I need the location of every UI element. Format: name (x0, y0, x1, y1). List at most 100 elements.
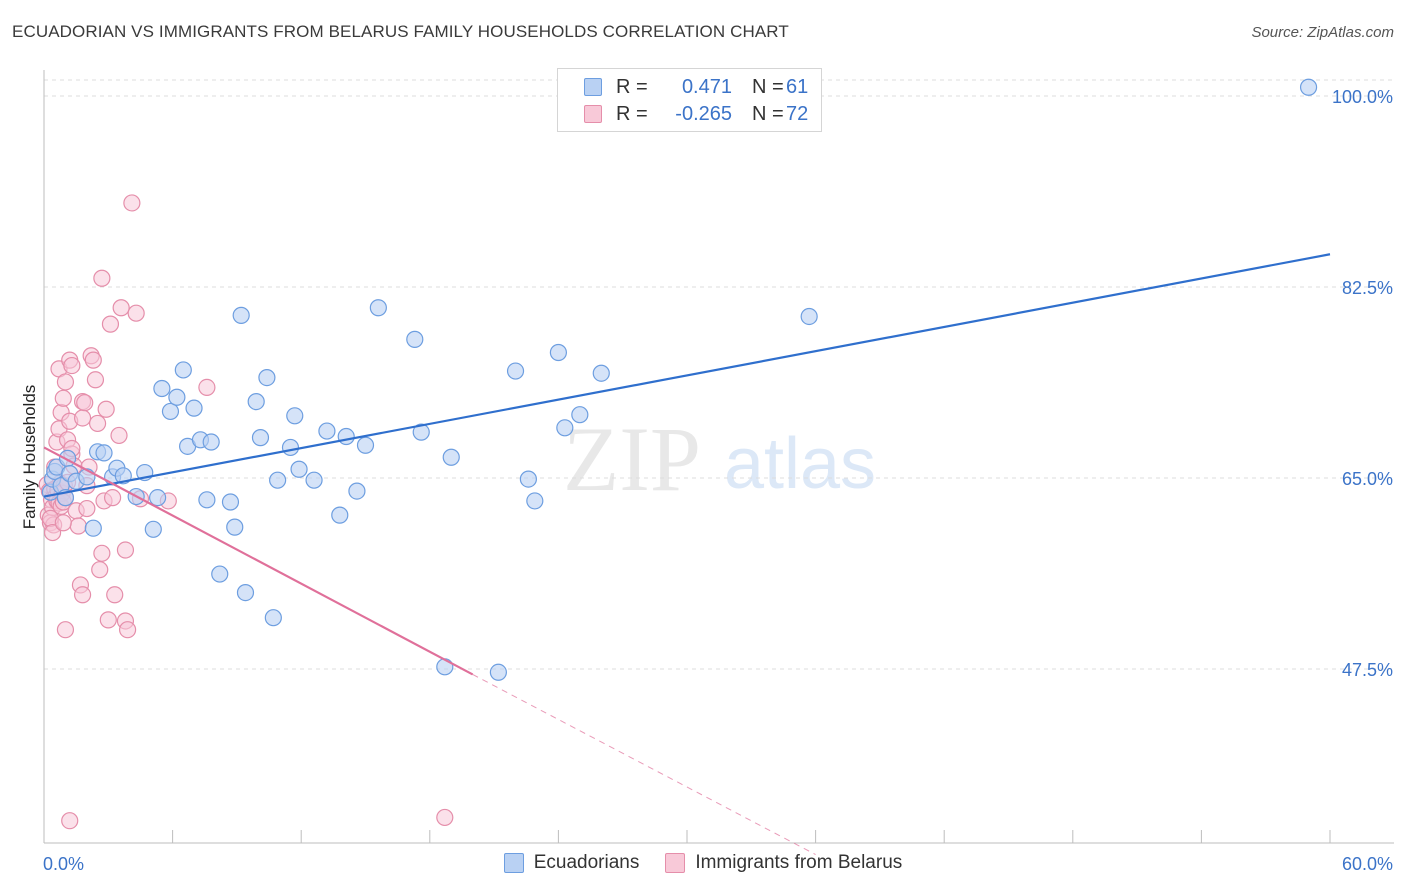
data-point-belarus (73, 586, 92, 604)
legend-row-pink: R = -0.265 N = 72 (584, 101, 808, 127)
data-point-belarus (88, 414, 107, 433)
data-point-ecuadorian (202, 433, 220, 451)
data-point-ecuadorian (519, 470, 537, 488)
data-point-ecuadorian (95, 444, 113, 462)
data-point-ecuadorian (369, 299, 387, 317)
y-tick-label: 47.5% (1342, 660, 1393, 680)
data-point-ecuadorian (198, 491, 216, 509)
legend-n-key: N = (752, 102, 784, 125)
data-point-belarus (54, 514, 72, 532)
data-point-ecuadorian (168, 388, 186, 406)
x-tick-label: 0.0% (43, 854, 84, 874)
watermark-zip: ZIP (563, 408, 701, 510)
data-point-ecuadorian (161, 402, 180, 421)
data-point-ecuadorian (247, 393, 265, 411)
data-point-ecuadorian (226, 518, 244, 536)
axes (43, 70, 1394, 844)
watermark-atlas: atlas (724, 424, 876, 504)
data-point-ecuadorian (153, 379, 171, 398)
legend-item-ecuadorians[interactable]: Ecuadorians (503, 852, 640, 874)
data-point-ecuadorian (592, 364, 610, 382)
legend-swatch-pink (665, 853, 686, 873)
data-point-ecuadorian (236, 583, 255, 602)
data-point-ecuadorian (571, 406, 589, 424)
data-point-ecuadorian (286, 407, 304, 425)
data-point-belarus (86, 371, 105, 389)
data-point-belarus (110, 426, 128, 445)
data-point-belarus (93, 544, 111, 562)
data-point-ecuadorian (281, 438, 300, 457)
blue-series-points (41, 78, 1318, 681)
data-point-ecuadorian (526, 492, 544, 510)
data-point-belarus (127, 304, 145, 322)
legend-r-value: -0.265 (675, 102, 732, 125)
data-point-ecuadorian (348, 482, 366, 500)
data-point-ecuadorian (436, 658, 454, 676)
y-tick-label: 65.0% (1342, 469, 1393, 489)
data-point-belarus (73, 409, 92, 427)
pink-series-points (38, 194, 454, 830)
data-point-belarus (436, 808, 454, 827)
data-point-ecuadorian (506, 362, 525, 380)
data-point-ecuadorian (412, 423, 430, 441)
legend-r-key: R = (616, 75, 648, 98)
legend-swatch-pink (584, 105, 602, 123)
legend-r-value: 0.471 (681, 75, 732, 98)
data-point-belarus (99, 611, 117, 629)
data-point-belarus (63, 356, 81, 375)
data-point-belarus (93, 269, 111, 287)
data-point-ecuadorian (442, 448, 460, 466)
data-point-belarus (76, 394, 94, 412)
stats-legend: R = 0.471 N = 61 R = -0.265 N = 72 (557, 68, 822, 132)
data-point-belarus (84, 351, 102, 369)
data-point-ecuadorian (549, 343, 568, 362)
data-point-ecuadorian (84, 519, 102, 537)
legend-n-key: N = (752, 75, 784, 98)
data-point-belarus (103, 489, 122, 507)
data-point-belarus (101, 315, 120, 333)
data-point-belarus (56, 373, 75, 391)
data-point-belarus (61, 812, 79, 830)
data-point-belarus (69, 517, 87, 535)
data-point-belarus (43, 523, 62, 542)
legend-n-value: 72 (786, 102, 809, 125)
grid-lines (44, 79, 1394, 670)
data-point-ecuadorian (258, 368, 276, 387)
data-point-belarus (91, 561, 109, 579)
chart-source: Source: ZipAtlas.com (1251, 24, 1394, 41)
data-point-belarus (78, 499, 96, 518)
data-point-ecuadorian (356, 436, 375, 454)
trend-lines (43, 253, 1331, 855)
data-point-ecuadorian (211, 565, 229, 583)
data-point-belarus (123, 194, 141, 212)
data-point-belarus (56, 621, 75, 639)
data-point-belarus (198, 378, 216, 397)
legend-label-ecuadorians: Ecuadorians (533, 852, 640, 873)
legend-swatch-blue (503, 853, 524, 873)
tick-labels: 47.5% 65.0% 82.5% 100.0% 0.0% 60.0% (43, 87, 1393, 874)
data-point-ecuadorian (337, 427, 355, 446)
data-point-belarus (106, 586, 124, 604)
data-point-ecuadorian (331, 506, 349, 524)
data-point-ecuadorian (264, 609, 282, 627)
watermark: ZIP atlas (563, 408, 876, 510)
data-point-belarus (116, 541, 135, 559)
legend-r-key: R = (616, 102, 648, 125)
data-point-ecuadorian (148, 489, 167, 507)
legend-label-belarus: Immigrants from Belarus (695, 852, 903, 873)
data-point-ecuadorian (251, 429, 270, 447)
trend-line-ecuadorians (43, 253, 1331, 498)
data-point-belarus (118, 621, 137, 639)
y-tick-label: 100.0% (1332, 87, 1393, 107)
series-legend: Ecuadorians Immigrants from Belarus (0, 852, 1406, 874)
legend-n-value: 61 (786, 75, 809, 98)
data-point-ecuadorian (305, 471, 323, 489)
legend-swatch-blue (584, 78, 602, 96)
data-point-belarus (112, 299, 130, 317)
legend-row-blue: R = 0.471 N = 61 (584, 74, 808, 100)
data-point-ecuadorian (489, 663, 507, 681)
legend-item-belarus[interactable]: Immigrants from Belarus (665, 852, 902, 874)
data-point-ecuadorian (221, 493, 240, 511)
y-tick-label: 82.5% (1342, 278, 1393, 298)
chart-title: ECUADORIAN VS IMMIGRANTS FROM BELARUS FA… (12, 22, 789, 41)
